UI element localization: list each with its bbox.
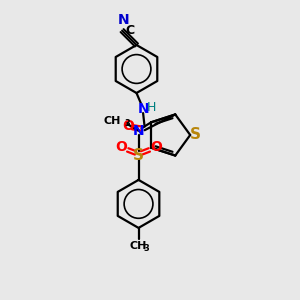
Text: 3: 3 — [124, 119, 130, 128]
Text: CH: CH — [104, 116, 121, 126]
Text: N: N — [133, 124, 144, 138]
Text: C: C — [126, 24, 135, 37]
Text: 3: 3 — [143, 244, 149, 253]
Text: O: O — [122, 119, 134, 133]
Text: O: O — [150, 140, 162, 154]
Text: CH: CH — [130, 241, 147, 251]
Text: N: N — [118, 13, 129, 27]
Text: S: S — [190, 127, 201, 142]
Text: H: H — [147, 100, 156, 114]
Text: O: O — [115, 140, 127, 154]
Text: N: N — [137, 102, 149, 116]
Text: S: S — [133, 148, 144, 163]
